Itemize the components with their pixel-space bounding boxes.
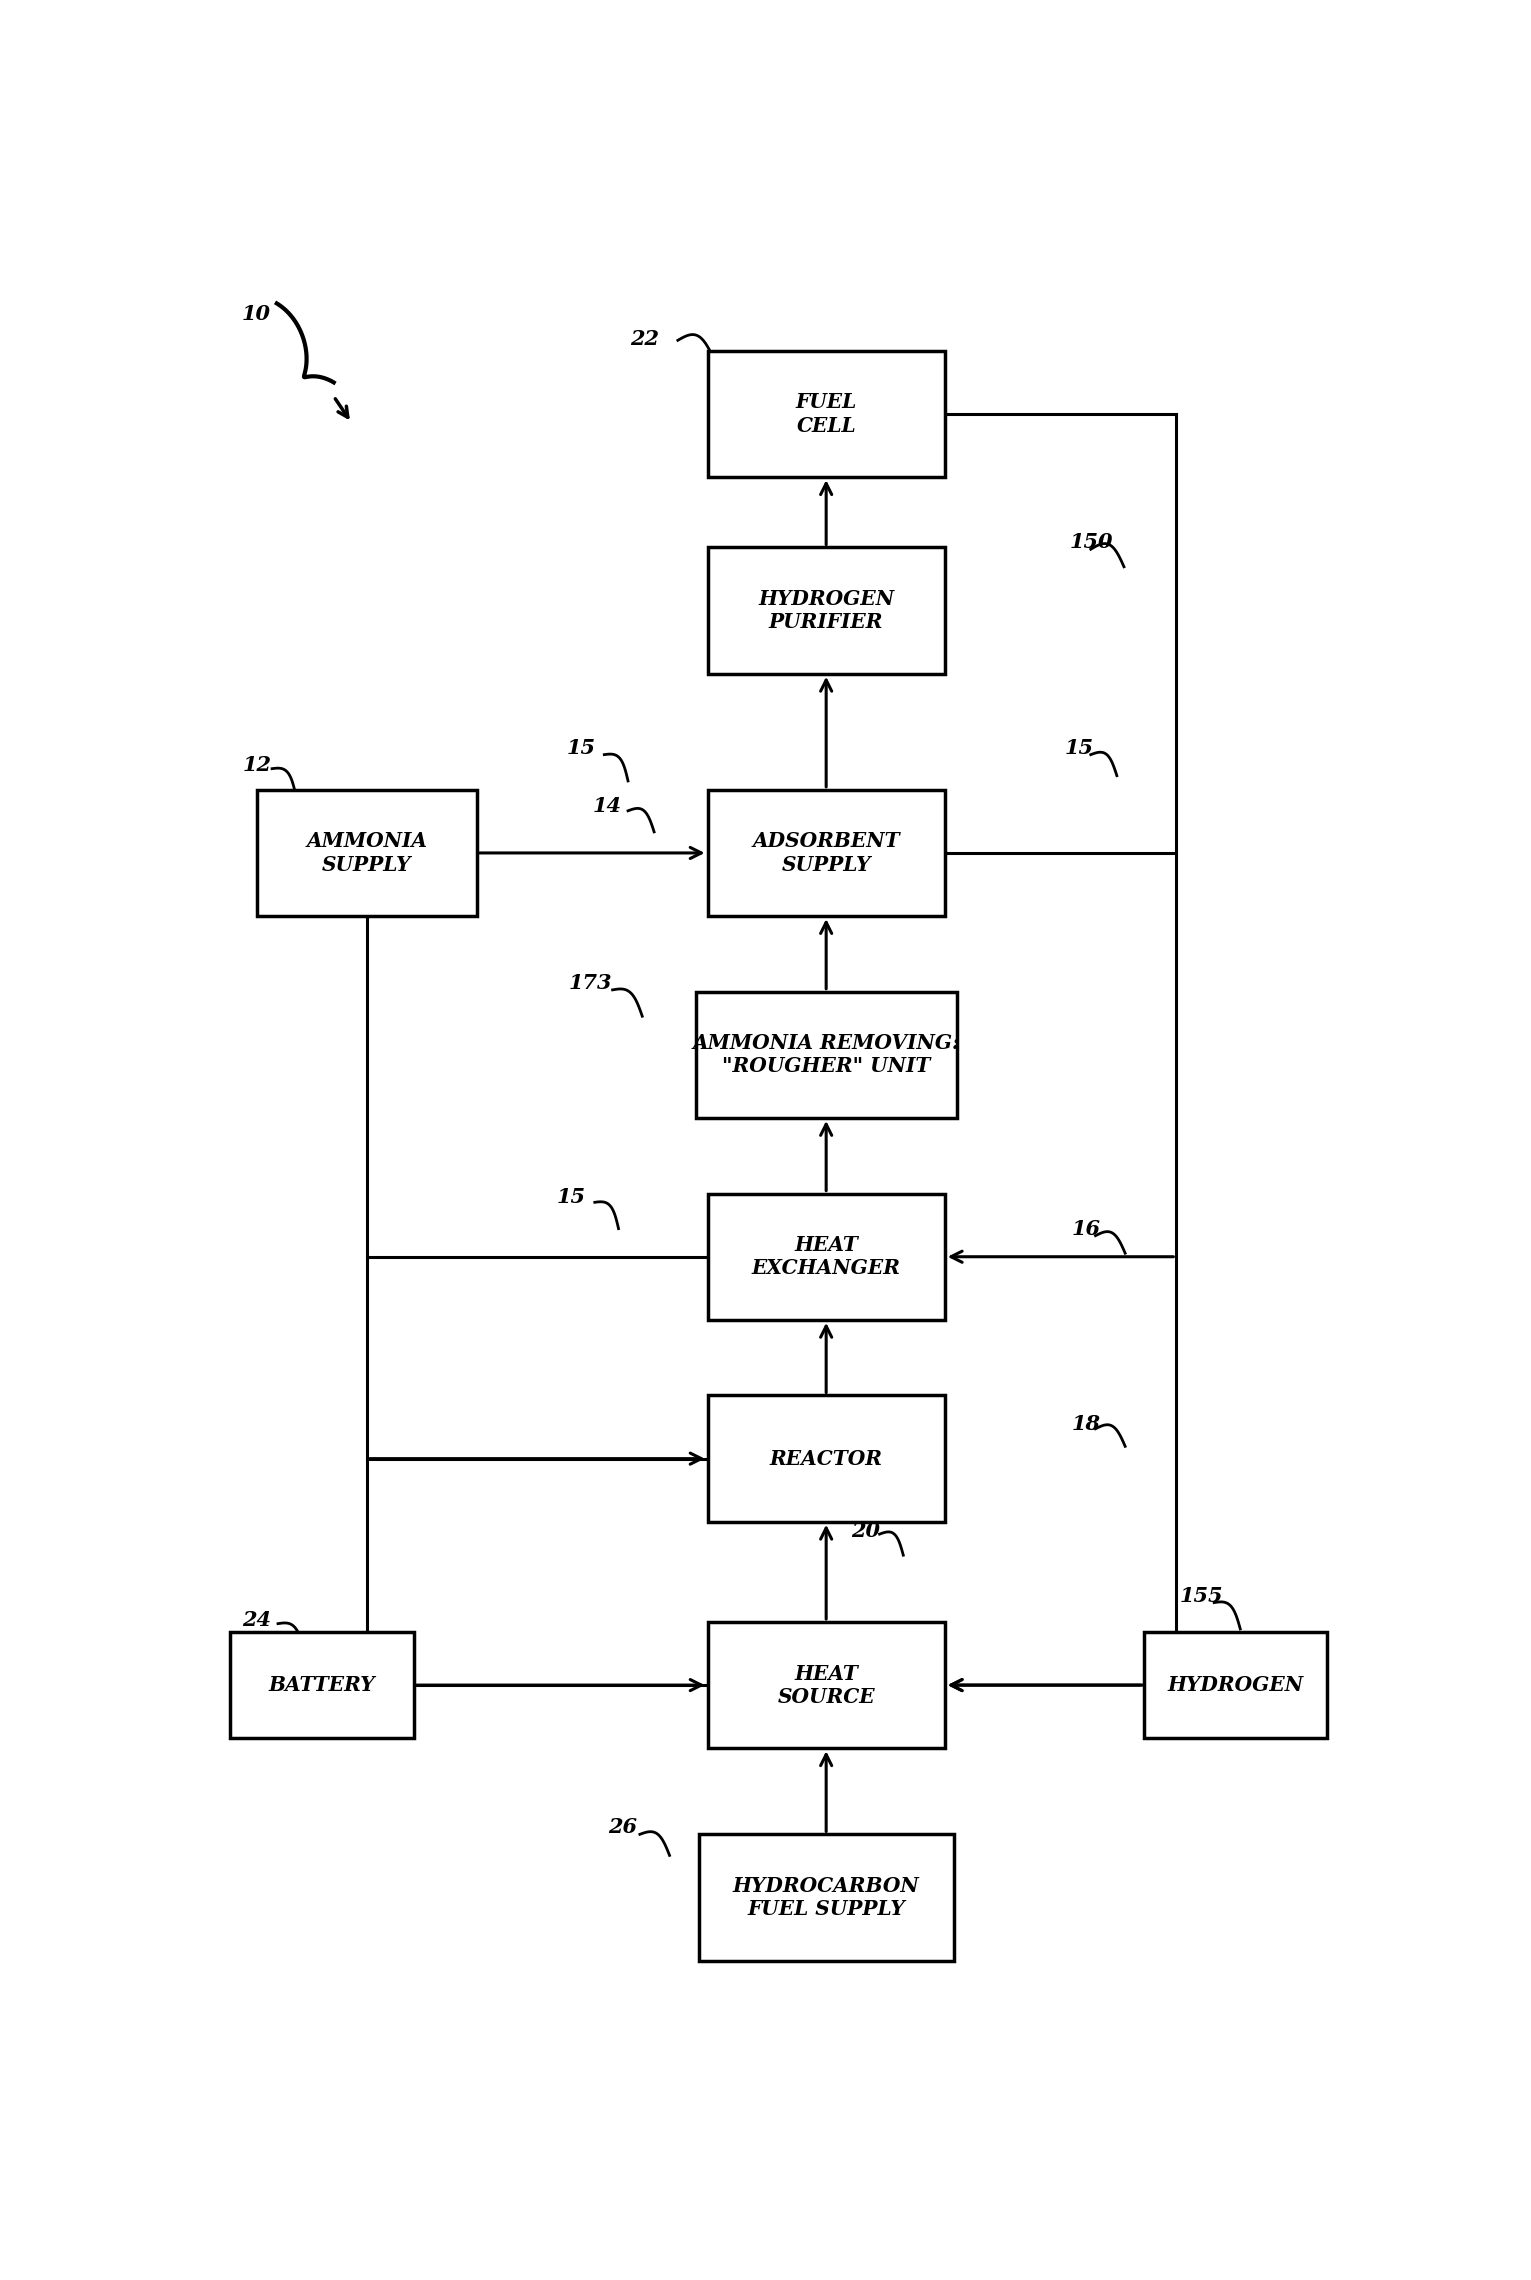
Text: 10: 10: [242, 303, 269, 324]
Text: 15: 15: [566, 739, 596, 757]
Text: 14: 14: [592, 796, 622, 816]
Bar: [707, 1395, 945, 1521]
Bar: [257, 789, 476, 917]
Text: 22: 22: [631, 328, 660, 349]
Text: HEAT
EXCHANGER: HEAT EXCHANGER: [752, 1236, 900, 1279]
Text: 20: 20: [851, 1521, 880, 1541]
Bar: [698, 1835, 954, 1961]
Text: AMMONIA
SUPPLY: AMMONIA SUPPLY: [306, 832, 427, 876]
Bar: [230, 1632, 413, 1737]
Bar: [707, 351, 945, 477]
Bar: [707, 1192, 945, 1320]
Bar: [707, 547, 945, 675]
Text: AMMONIA REMOVING:
"ROUGHER" UNIT: AMMONIA REMOVING: "ROUGHER" UNIT: [692, 1033, 960, 1076]
Text: 15: 15: [557, 1188, 586, 1206]
Bar: [1144, 1632, 1327, 1737]
Text: 12: 12: [242, 755, 271, 775]
Text: 26: 26: [608, 1817, 637, 1838]
Text: 173: 173: [568, 974, 612, 992]
Text: 15: 15: [1064, 739, 1093, 757]
Text: HYDROCARBON
FUEL SUPPLY: HYDROCARBON FUEL SUPPLY: [733, 1876, 920, 1920]
Text: HYDROGEN
PURIFIER: HYDROGEN PURIFIER: [758, 588, 894, 632]
Bar: [707, 1621, 945, 1749]
Text: 155: 155: [1180, 1585, 1223, 1605]
Text: 18: 18: [1072, 1414, 1101, 1434]
Text: HYDROGEN: HYDROGEN: [1168, 1676, 1303, 1694]
Text: ADSORBENT
SUPPLY: ADSORBENT SUPPLY: [752, 832, 900, 876]
Bar: [707, 789, 945, 917]
Text: BATTERY: BATTERY: [268, 1676, 375, 1694]
Text: FUEL
CELL: FUEL CELL: [796, 392, 857, 435]
Text: REACTOR: REACTOR: [770, 1448, 883, 1468]
Text: 150: 150: [1069, 531, 1113, 552]
Text: HEAT
SOURCE: HEAT SOURCE: [778, 1664, 876, 1708]
Text: 16: 16: [1072, 1218, 1101, 1238]
Bar: [695, 992, 957, 1117]
Text: 24: 24: [242, 1610, 271, 1630]
